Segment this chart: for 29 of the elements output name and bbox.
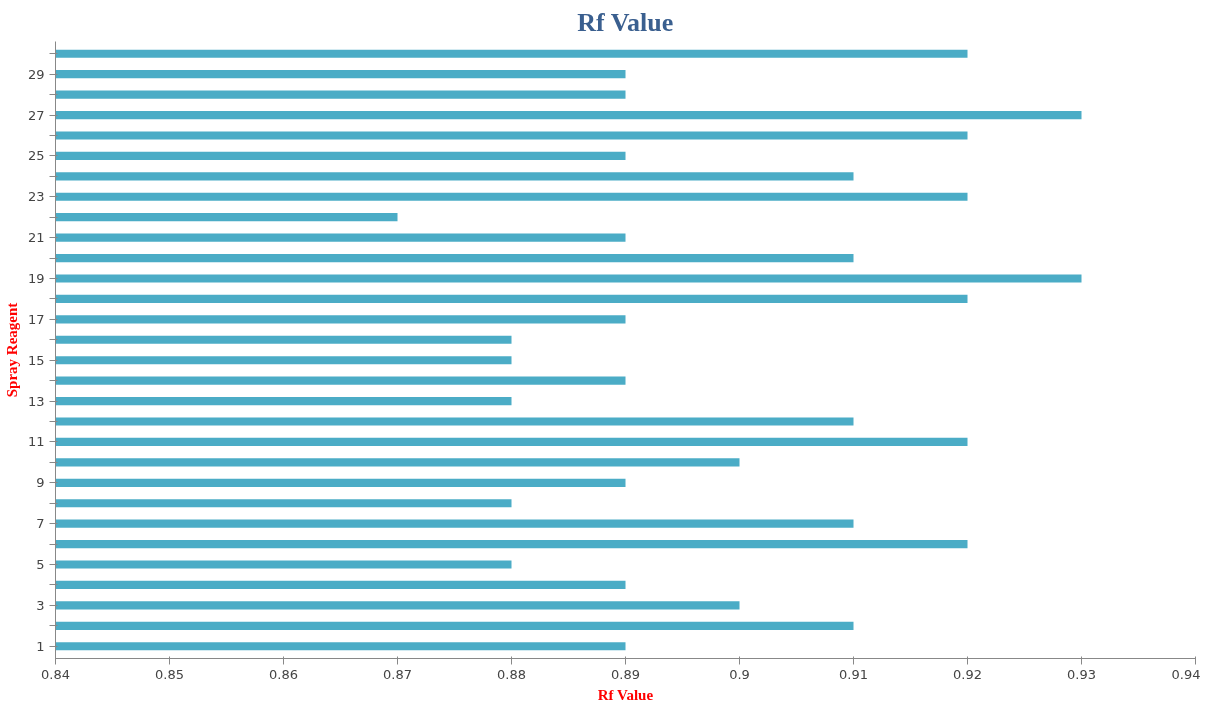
x-tick-label: 0.87 xyxy=(383,666,412,682)
y-tick-label: 7 xyxy=(36,516,45,532)
x-tick-label: 0.89 xyxy=(611,666,640,682)
y-tick-label: 27 xyxy=(27,107,45,123)
y-tick-label: 19 xyxy=(27,270,45,286)
x-tick-label: 0.86 xyxy=(269,666,298,682)
y-tick-label: 13 xyxy=(27,393,45,409)
y-tick-label: 11 xyxy=(27,434,45,450)
y-tick-label: 29 xyxy=(27,66,45,82)
x-axis-title: Rf Value xyxy=(597,686,654,703)
y-axis-title: Spray Reagent xyxy=(3,302,20,398)
x-tick-label: 0.92 xyxy=(953,666,982,682)
x-tick-label: 0.85 xyxy=(155,666,184,682)
y-tick-label: 25 xyxy=(27,148,45,164)
y-tick-label: 1 xyxy=(36,638,45,654)
x-tick-label: 0.9 xyxy=(729,666,750,682)
y-tick-label: 17 xyxy=(27,311,45,327)
y-tick-label: 5 xyxy=(36,557,45,573)
x-tick-label: 0.84 xyxy=(41,666,70,682)
x-tick-label: 0.91 xyxy=(839,666,868,682)
y-tick-label: 3 xyxy=(36,597,45,613)
x-tick-label: 0.88 xyxy=(497,666,526,682)
y-tick-label: 9 xyxy=(36,475,45,491)
x-tick-label: 0.93 xyxy=(1067,666,1096,682)
y-tick-label: 21 xyxy=(27,230,45,246)
x-tick-label: 0.94 xyxy=(1171,666,1201,682)
y-tick-label: 23 xyxy=(27,189,45,205)
chart-title: Rf Value xyxy=(577,7,674,37)
y-tick-label: 15 xyxy=(27,352,45,368)
